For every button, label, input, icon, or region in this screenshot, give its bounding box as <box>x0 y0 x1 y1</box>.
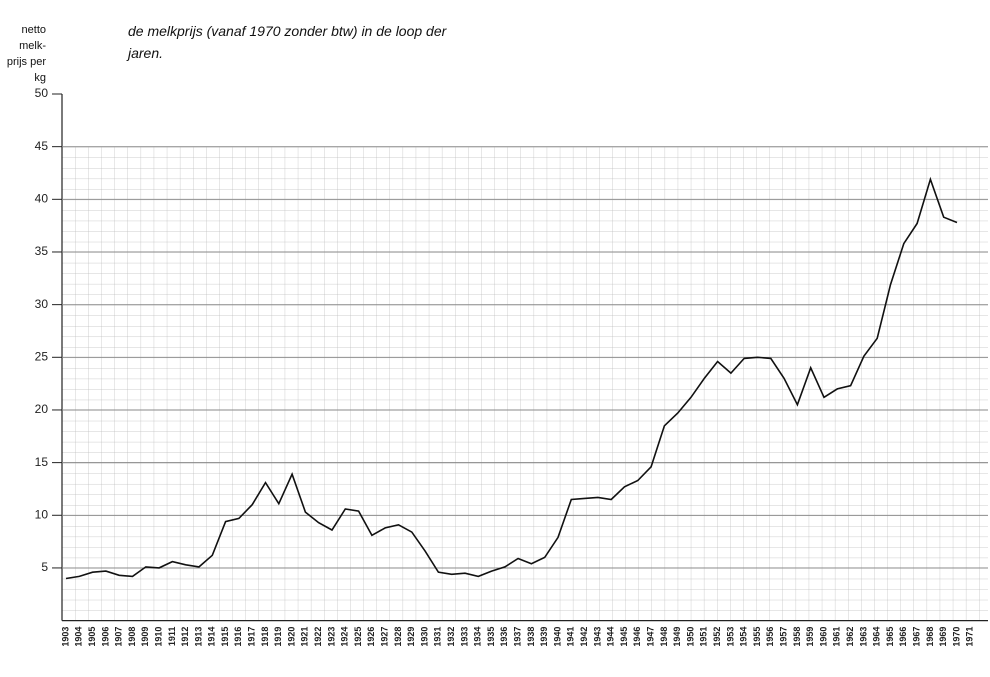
x-tick-label: 1917 <box>247 627 257 647</box>
y-tick-label: 10 <box>35 507 49 521</box>
x-tick-label: 1932 <box>446 627 456 647</box>
x-tick-label: 1929 <box>406 627 416 647</box>
x-tick-label: 1969 <box>938 627 948 647</box>
y-tick-label: 50 <box>35 86 49 100</box>
data-line <box>65 176 958 580</box>
x-tick-label: 1942 <box>579 627 589 647</box>
x-tick-label: 1935 <box>486 627 496 647</box>
x-tick-label: 1943 <box>592 627 602 647</box>
y-tick-label: 30 <box>35 297 49 311</box>
x-tick-label: 1950 <box>685 627 695 647</box>
x-tick-label: 1947 <box>646 627 656 647</box>
x-tick-label: 1924 <box>340 627 350 647</box>
x-tick-label: 1921 <box>300 627 310 647</box>
x-tick-label: 1903 <box>60 627 70 647</box>
x-tick-label: 1970 <box>951 627 961 647</box>
x-tick-label: 1955 <box>752 627 762 647</box>
x-tick-label: 1928 <box>393 627 403 647</box>
x-tick-label: 1946 <box>632 627 642 647</box>
x-tick-label: 1913 <box>193 627 203 647</box>
x-tick-label: 1918 <box>260 627 270 647</box>
x-tick-label: 1940 <box>552 627 562 647</box>
chart-title: de melkprijs (vanaf 1970 zonder btw) in … <box>128 23 447 61</box>
x-tick-label: 1914 <box>207 627 217 647</box>
x-tick-label: 1968 <box>925 627 935 647</box>
x-tick-label: 1951 <box>699 627 709 647</box>
x-tick-label: 1956 <box>765 627 775 647</box>
x-tick-label: 1909 <box>140 627 150 647</box>
x-tick-label: 1934 <box>473 627 483 647</box>
x-tick-label: 1953 <box>725 627 735 647</box>
x-tick-label: 1906 <box>100 627 110 647</box>
x-tick-label: 1964 <box>872 627 882 647</box>
x-tick-label: 1919 <box>273 627 283 647</box>
x-tick-label: 1926 <box>366 627 376 647</box>
x-tick-label: 1959 <box>805 627 815 647</box>
x-tick-label: 1904 <box>74 627 84 647</box>
x-tick-label: 1952 <box>712 627 722 647</box>
x-tick-label: 1937 <box>513 627 523 647</box>
x-tick-label: 1962 <box>845 627 855 647</box>
x-tick-label: 1907 <box>114 627 124 647</box>
x-tick-label: 1971 <box>965 627 975 647</box>
y-tick-label: 25 <box>35 349 49 363</box>
x-tick-label: 1963 <box>858 627 868 647</box>
x-tick-label: 1949 <box>672 627 682 647</box>
x-tick-label: 1966 <box>898 627 908 647</box>
y-tick-label: 20 <box>35 402 49 416</box>
x-tick-label: 1930 <box>419 627 429 647</box>
x-tick-label: 1954 <box>739 627 749 647</box>
x-tick-label: 1915 <box>220 627 230 647</box>
x-tick-label: 1933 <box>459 627 469 647</box>
x-tick-label: 1911 <box>167 627 177 647</box>
x-tick-label: 1910 <box>153 627 163 647</box>
x-tick-label: 1957 <box>778 627 788 647</box>
x-tick-label: 1912 <box>180 627 190 647</box>
x-tick-label: 1925 <box>353 627 363 647</box>
x-tick-label: 1920 <box>286 627 296 647</box>
y-tick-label: 45 <box>35 139 49 153</box>
x-tick-label: 1967 <box>911 627 921 647</box>
x-tick-label: 1923 <box>326 627 336 647</box>
x-tick-label: 1945 <box>619 627 629 647</box>
x-tick-label: 1908 <box>127 627 137 647</box>
y-tick-label: 5 <box>41 560 48 574</box>
x-tick-label: 1958 <box>792 627 802 647</box>
x-tick-label: 1961 <box>832 627 842 647</box>
x-tick-label: 1927 <box>380 627 390 647</box>
x-tick-label: 1905 <box>87 627 97 647</box>
x-tick-label: 1965 <box>885 627 895 647</box>
x-tick-label: 1948 <box>659 627 669 647</box>
x-tick-label: 1931 <box>433 627 443 647</box>
x-tick-label: 1944 <box>606 627 616 647</box>
y-tick-label: 35 <box>35 244 49 258</box>
x-tick-label: 1960 <box>818 627 828 647</box>
x-tick-label: 1916 <box>233 627 243 647</box>
x-tick-label: 1941 <box>566 627 576 647</box>
x-tick-label: 1939 <box>539 627 549 647</box>
minor-grid <box>62 147 988 621</box>
x-tick-label: 1936 <box>499 627 509 647</box>
x-tick-label: 1922 <box>313 627 323 647</box>
y-tick-label: 40 <box>35 191 49 205</box>
x-tick-label: 1938 <box>526 627 536 647</box>
y-tick-label: 15 <box>35 455 49 469</box>
y-axis-label: netto melk-prijs per kg <box>6 24 46 84</box>
